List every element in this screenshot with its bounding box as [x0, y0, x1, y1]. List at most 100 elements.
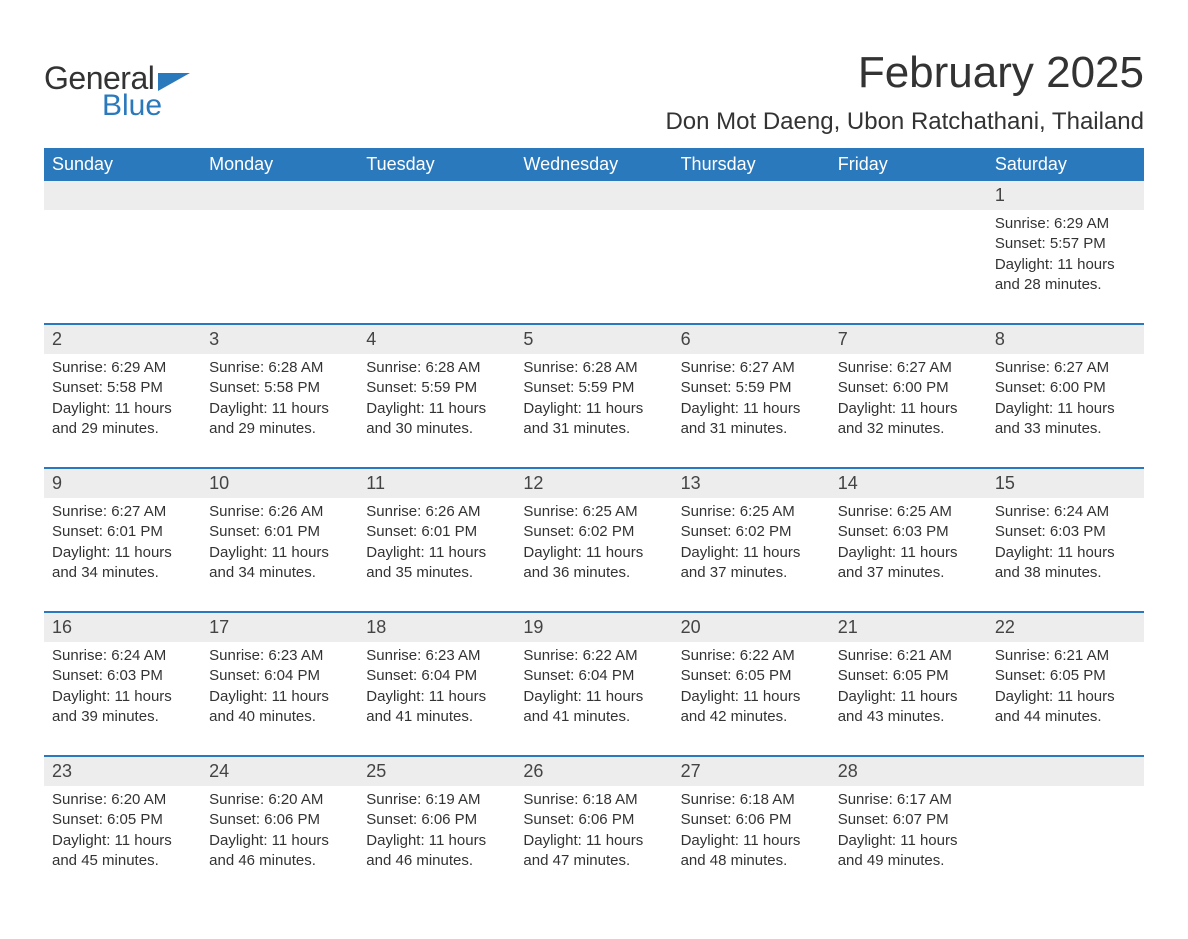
day-line: Sunrise: 6:20 AM: [52, 790, 193, 810]
day-line: and 37 minutes.: [838, 563, 979, 583]
day-line: and 36 minutes.: [523, 563, 664, 583]
day-line: Sunrise: 6:21 AM: [995, 646, 1136, 666]
day-line: and 47 minutes.: [523, 851, 664, 871]
day-line: Daylight: 11 hours: [523, 831, 664, 851]
day-line: Daylight: 11 hours: [681, 543, 822, 563]
day-cell: Sunrise: 6:28 AMSunset: 5:58 PMDaylight:…: [201, 354, 358, 467]
day-cell: Sunrise: 6:27 AMSunset: 6:00 PMDaylight:…: [987, 354, 1144, 467]
weekday-header: Sunday: [44, 148, 201, 181]
day-number: 1: [987, 181, 1144, 210]
day-line: and 44 minutes.: [995, 707, 1136, 727]
day-line: Sunset: 6:06 PM: [681, 810, 822, 830]
day-cell: [358, 210, 515, 323]
day-line: Sunset: 6:00 PM: [995, 378, 1136, 398]
day-number: 18: [358, 613, 515, 642]
day-line: Sunrise: 6:28 AM: [366, 358, 507, 378]
day-line: Sunset: 5:58 PM: [52, 378, 193, 398]
day-cell: Sunrise: 6:25 AMSunset: 6:02 PMDaylight:…: [673, 498, 830, 611]
day-line: Daylight: 11 hours: [52, 399, 193, 419]
day-line: Daylight: 11 hours: [366, 399, 507, 419]
day-cell: Sunrise: 6:17 AMSunset: 6:07 PMDaylight:…: [830, 786, 987, 899]
day-line: and 32 minutes.: [838, 419, 979, 439]
day-number: 28: [830, 757, 987, 786]
day-line: Daylight: 11 hours: [366, 687, 507, 707]
day-line: Daylight: 11 hours: [838, 543, 979, 563]
day-number: 20: [673, 613, 830, 642]
day-number: 7: [830, 325, 987, 354]
day-line: Sunset: 6:03 PM: [838, 522, 979, 542]
daynum-row: 232425262728: [44, 755, 1144, 786]
day-cell: [673, 210, 830, 323]
day-number: 6: [673, 325, 830, 354]
weekday-header: Tuesday: [358, 148, 515, 181]
day-line: Daylight: 11 hours: [523, 543, 664, 563]
day-line: Daylight: 11 hours: [995, 543, 1136, 563]
day-line: and 29 minutes.: [52, 419, 193, 439]
day-line: Daylight: 11 hours: [209, 399, 350, 419]
day-line: Sunrise: 6:23 AM: [209, 646, 350, 666]
day-number: 17: [201, 613, 358, 642]
day-line: and 43 minutes.: [838, 707, 979, 727]
day-number: 23: [44, 757, 201, 786]
daydata-row: Sunrise: 6:27 AMSunset: 6:01 PMDaylight:…: [44, 498, 1144, 611]
day-line: Daylight: 11 hours: [995, 687, 1136, 707]
day-line: Sunset: 6:05 PM: [838, 666, 979, 686]
day-line: Sunrise: 6:26 AM: [209, 502, 350, 522]
day-cell: [201, 210, 358, 323]
day-line: Sunset: 6:07 PM: [838, 810, 979, 830]
daydata-row: Sunrise: 6:29 AMSunset: 5:58 PMDaylight:…: [44, 354, 1144, 467]
day-cell: Sunrise: 6:24 AMSunset: 6:03 PMDaylight:…: [44, 642, 201, 755]
day-line: Sunset: 6:00 PM: [838, 378, 979, 398]
daynum-row: 1: [44, 181, 1144, 210]
weekday-header: Friday: [830, 148, 987, 181]
day-cell: Sunrise: 6:27 AMSunset: 6:00 PMDaylight:…: [830, 354, 987, 467]
day-number: 13: [673, 469, 830, 498]
day-cell: Sunrise: 6:25 AMSunset: 6:03 PMDaylight:…: [830, 498, 987, 611]
day-number: [830, 181, 987, 210]
day-cell: Sunrise: 6:26 AMSunset: 6:01 PMDaylight:…: [358, 498, 515, 611]
weekday-row: SundayMondayTuesdayWednesdayThursdayFrid…: [44, 148, 1144, 181]
day-line: Sunrise: 6:25 AM: [681, 502, 822, 522]
weekday-header: Thursday: [673, 148, 830, 181]
day-line: Sunset: 5:59 PM: [523, 378, 664, 398]
day-line: Sunset: 6:03 PM: [995, 522, 1136, 542]
weeks-container: 1Sunrise: 6:29 AMSunset: 5:57 PMDaylight…: [44, 181, 1144, 899]
day-line: Daylight: 11 hours: [681, 831, 822, 851]
day-line: Sunset: 5:59 PM: [366, 378, 507, 398]
day-line: Daylight: 11 hours: [681, 687, 822, 707]
day-line: Sunrise: 6:24 AM: [995, 502, 1136, 522]
calendar: SundayMondayTuesdayWednesdayThursdayFrid…: [44, 148, 1144, 899]
day-line: Sunset: 6:04 PM: [523, 666, 664, 686]
day-line: Sunset: 6:04 PM: [209, 666, 350, 686]
day-cell: Sunrise: 6:27 AMSunset: 5:59 PMDaylight:…: [673, 354, 830, 467]
daynum-row: 2345678: [44, 323, 1144, 354]
day-number: [358, 181, 515, 210]
title-block: February 2025 Don Mot Daeng, Ubon Ratcha…: [665, 48, 1144, 136]
daydata-row: Sunrise: 6:20 AMSunset: 6:05 PMDaylight:…: [44, 786, 1144, 899]
day-line: and 48 minutes.: [681, 851, 822, 871]
day-line: Daylight: 11 hours: [52, 543, 193, 563]
day-line: Daylight: 11 hours: [838, 831, 979, 851]
day-cell: Sunrise: 6:29 AMSunset: 5:58 PMDaylight:…: [44, 354, 201, 467]
day-line: Daylight: 11 hours: [523, 687, 664, 707]
day-line: Daylight: 11 hours: [681, 399, 822, 419]
day-cell: Sunrise: 6:24 AMSunset: 6:03 PMDaylight:…: [987, 498, 1144, 611]
day-number: 16: [44, 613, 201, 642]
day-number: 27: [673, 757, 830, 786]
day-cell: Sunrise: 6:22 AMSunset: 6:05 PMDaylight:…: [673, 642, 830, 755]
day-number: [673, 181, 830, 210]
daydata-row: Sunrise: 6:24 AMSunset: 6:03 PMDaylight:…: [44, 642, 1144, 755]
day-number: [44, 181, 201, 210]
day-number: 9: [44, 469, 201, 498]
day-number: [201, 181, 358, 210]
weekday-header: Saturday: [987, 148, 1144, 181]
day-line: Sunrise: 6:19 AM: [366, 790, 507, 810]
day-line: and 35 minutes.: [366, 563, 507, 583]
day-line: Sunset: 6:01 PM: [366, 522, 507, 542]
day-line: Sunrise: 6:29 AM: [52, 358, 193, 378]
day-line: Sunset: 6:02 PM: [523, 522, 664, 542]
day-line: and 39 minutes.: [52, 707, 193, 727]
day-line: Daylight: 11 hours: [838, 399, 979, 419]
day-number: 19: [515, 613, 672, 642]
day-line: Daylight: 11 hours: [52, 831, 193, 851]
